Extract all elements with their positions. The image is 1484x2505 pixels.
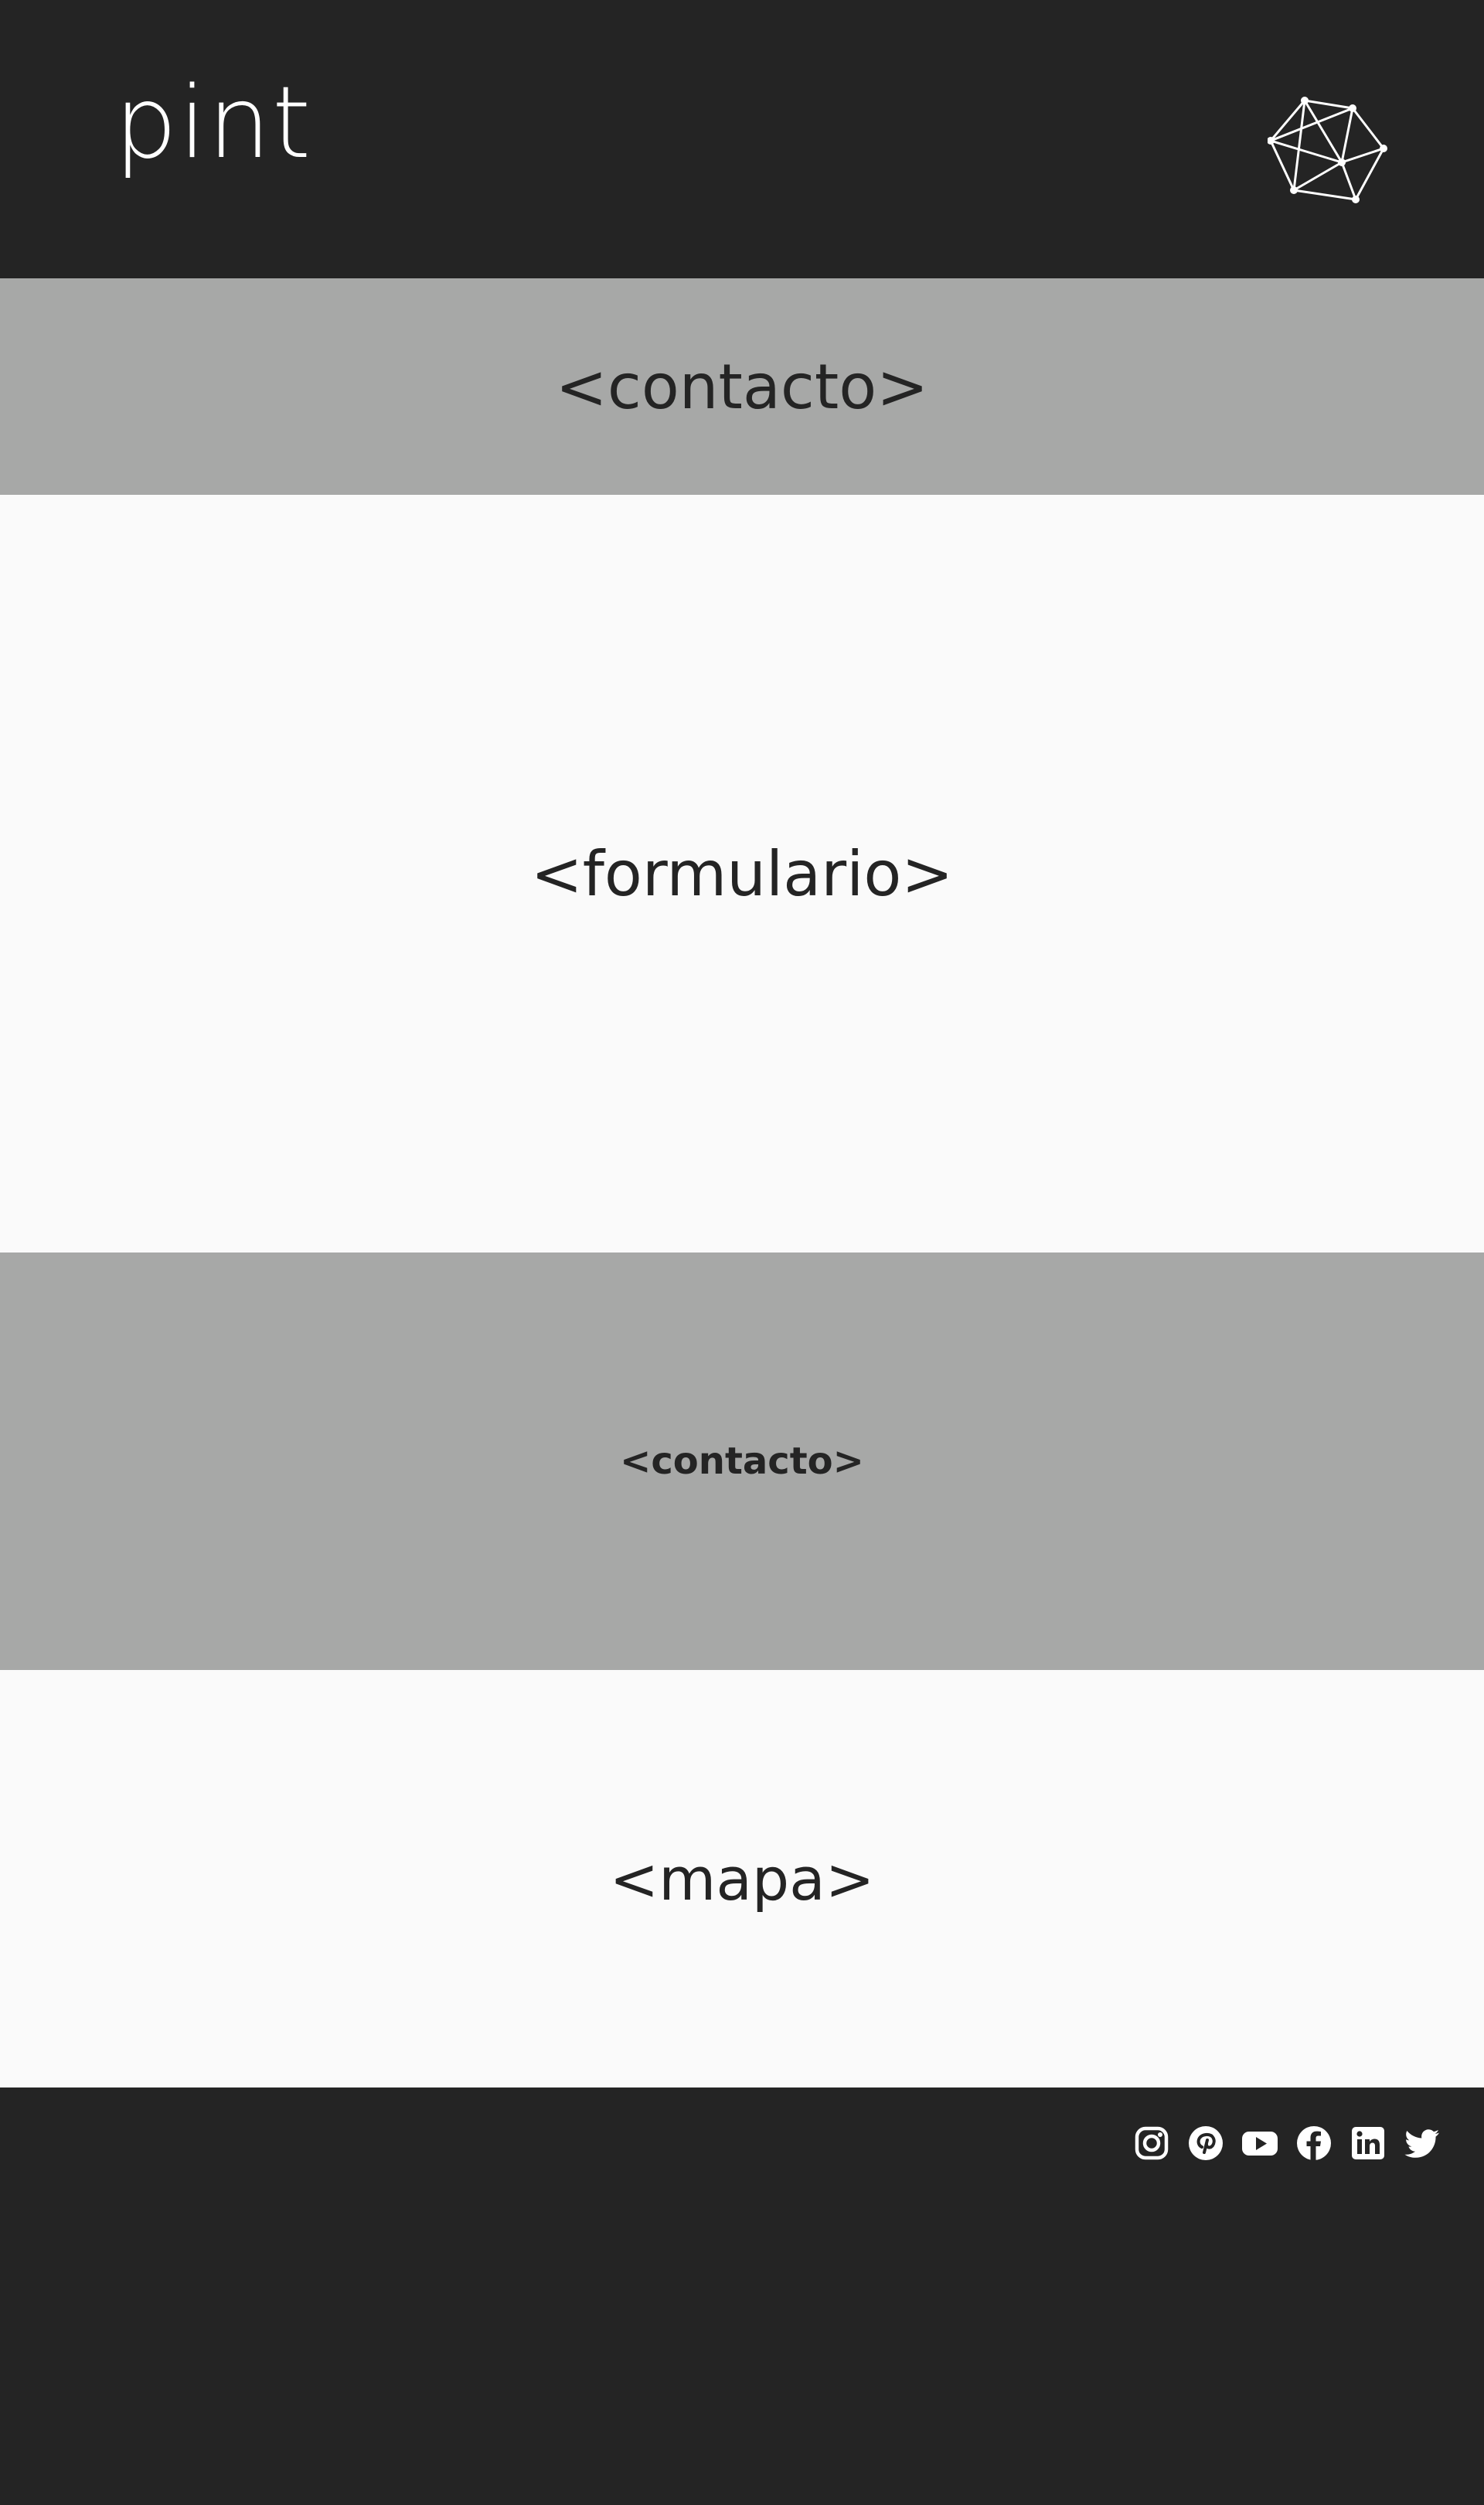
contact-placeholder: <contacto> <box>620 1440 864 1483</box>
facebook-icon[interactable] <box>1295 2125 1333 2162</box>
contact-title-section: <contacto> <box>0 278 1484 495</box>
site-header: pint <box>0 0 1484 278</box>
form-section: <formulario> <box>0 495 1484 1252</box>
instagram-icon[interactable] <box>1133 2125 1170 2162</box>
section-title: <contacto> <box>555 350 929 423</box>
map-section: <mapa> <box>0 1670 1484 2088</box>
twitter-icon[interactable] <box>1404 2125 1441 2162</box>
linkedin-icon[interactable] <box>1350 2125 1387 2162</box>
contact-info-section: <contacto> <box>0 1252 1484 1670</box>
logo[interactable]: pint <box>114 66 313 181</box>
map-placeholder: <mapa> <box>609 1844 875 1914</box>
youtube-icon[interactable] <box>1241 2125 1278 2162</box>
polyhedron-network-icon <box>1268 97 1387 203</box>
form-placeholder: <formulario> <box>530 837 954 910</box>
site-footer <box>0 2088 1484 2505</box>
social-links <box>1133 2125 1441 2162</box>
pinterest-icon[interactable] <box>1187 2125 1224 2162</box>
